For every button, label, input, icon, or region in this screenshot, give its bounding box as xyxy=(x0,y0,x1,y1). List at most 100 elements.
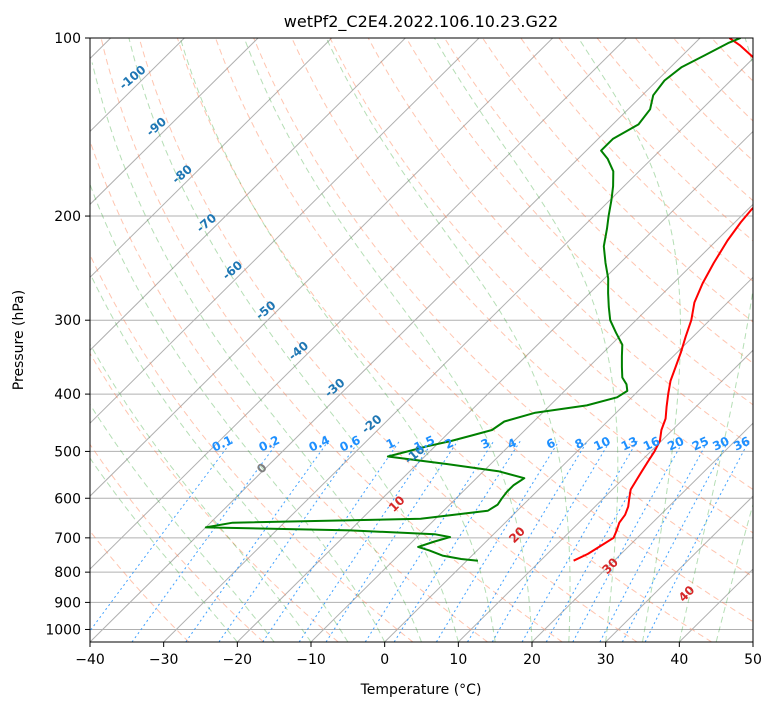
mixing-ratio-label: 30 xyxy=(710,434,731,454)
mixing-ratio-line xyxy=(298,440,434,642)
y-tick-label: 700 xyxy=(54,531,81,547)
x-tick-label: 30 xyxy=(597,652,615,668)
mixing-ratio-line xyxy=(572,440,684,642)
isotherm-line xyxy=(90,38,259,206)
moist-adiabat-line xyxy=(577,38,681,642)
y-tick-label: 800 xyxy=(54,565,81,581)
moist-adiabat-line xyxy=(243,38,533,642)
temperature-line xyxy=(573,38,753,562)
isotherm-line xyxy=(163,57,753,642)
y-tick-label: 300 xyxy=(54,313,81,329)
moist-adiabat-line xyxy=(678,38,753,642)
x-tick-label: 50 xyxy=(744,652,762,668)
dry-adiabat-line xyxy=(482,38,753,323)
x-axis-label: Temperature (°C) xyxy=(360,682,482,698)
mixing-ratio-line xyxy=(364,440,495,642)
dry-adiabat-line xyxy=(673,38,753,122)
isotherm-line xyxy=(678,568,753,642)
plot-area xyxy=(90,38,753,642)
moist-adiabat-line xyxy=(128,38,459,642)
mixing-ratio-line xyxy=(262,440,401,642)
y-tick-label: 400 xyxy=(54,387,81,403)
mixing-ratio-line xyxy=(435,440,560,642)
mixing-ratio-line xyxy=(599,440,709,642)
dry-adiabat-label: -100 xyxy=(117,62,149,92)
guide-line-labels: -100-90-80-70-60-50-40-30-20-100.1 0.2 0.4… xyxy=(117,62,753,604)
y-tick-label: 600 xyxy=(54,491,81,507)
x-tick-label: 10 xyxy=(449,652,467,668)
isotherm-line xyxy=(90,38,333,279)
dry-adiabat-line xyxy=(176,38,712,642)
moist-adiabat-line xyxy=(90,182,386,642)
dry-adiabat-line xyxy=(253,38,753,578)
dry-adiabat-line xyxy=(367,38,753,448)
x-axis: −40 −30 −20 −10 0 10 20 30 40 50 xyxy=(75,642,762,668)
dry-adiabat-line xyxy=(711,38,753,82)
mixing-ratio-line xyxy=(131,440,280,642)
mixing-ratio-label: 13 xyxy=(619,434,640,454)
y-axis-label: Pressure (hPa) xyxy=(11,290,27,390)
isotherm-line xyxy=(752,641,753,642)
mixing-ratio-line xyxy=(521,440,638,642)
dry-adiabat-line xyxy=(90,443,264,642)
isotherm-line xyxy=(236,130,753,642)
moist-adiabat-label: 40 xyxy=(676,583,698,605)
y-axis: 100 200 300 400 500 600 700 800 900 1000 xyxy=(45,31,90,638)
mixing-ratio-label: 8 xyxy=(573,436,586,452)
mixing-ratio-label: 36 xyxy=(731,434,752,454)
chart-title: wetPf2_C2E4.2022.106.10.23.G22 xyxy=(284,12,558,32)
dry-adiabat-line xyxy=(90,253,414,642)
isotherm-line xyxy=(90,38,627,570)
moist-adiabat-line xyxy=(179,38,496,642)
mixing-ratio-line xyxy=(393,440,521,642)
dry-adiabat-line xyxy=(291,38,753,534)
thermo-guide-lines xyxy=(90,38,753,642)
dry-adiabat-line xyxy=(444,38,753,364)
isotherm-line xyxy=(384,276,753,642)
profile-lines xyxy=(204,38,753,562)
moist-adiabat-label: 30 xyxy=(599,555,621,577)
moist-adiabat-label: 10 xyxy=(386,493,408,515)
moist-adiabat-line xyxy=(90,272,349,642)
moist-adiabat-line xyxy=(325,38,571,642)
dry-adiabat-line xyxy=(90,352,339,642)
isotherm-line xyxy=(605,495,753,642)
y-tick-label: 500 xyxy=(54,444,81,460)
moist-adiabat-label: 20 xyxy=(506,524,528,546)
x-tick-label: −20 xyxy=(223,652,253,668)
isotherm-line xyxy=(310,203,753,642)
moist-adiabat-line xyxy=(90,343,312,642)
x-tick-label: −30 xyxy=(149,652,179,668)
mixing-ratio-label: 16 xyxy=(641,434,662,454)
dry-adiabat-line xyxy=(90,139,488,642)
moist-adiabat-line xyxy=(715,502,753,642)
isotherm-line xyxy=(90,38,701,642)
x-tick-label: −40 xyxy=(75,652,105,668)
mixing-ratio-line xyxy=(185,440,329,642)
mixing-ratio-label: 25 xyxy=(690,434,711,454)
mixing-ratio-line xyxy=(218,440,360,642)
dry-adiabat-line xyxy=(634,38,753,162)
dry-adiabat-line xyxy=(520,38,753,282)
dry-adiabat-line xyxy=(215,38,753,623)
plot-frame xyxy=(89,37,754,643)
mixing-ratio-label: 1 xyxy=(384,436,397,452)
dry-adiabat-line xyxy=(329,38,753,491)
y-tick-label: 100 xyxy=(54,31,81,47)
mixing-ratio-line xyxy=(90,440,233,632)
x-tick-label: 20 xyxy=(523,652,541,668)
isotherm-line xyxy=(90,38,480,424)
x-tick-label: −10 xyxy=(296,652,326,668)
y-tick-label: 900 xyxy=(54,595,81,611)
isotherm-line xyxy=(90,38,554,497)
isotherm-line xyxy=(531,422,753,642)
y-tick-label: 1000 xyxy=(45,622,81,638)
moist-adiabat-line xyxy=(433,38,619,642)
mixing-ratio-label: 3 xyxy=(479,436,492,452)
mixing-ratio-line xyxy=(325,440,459,642)
moist-adiabat-line xyxy=(91,62,422,642)
mixing-ratio-label: 2 xyxy=(442,436,455,452)
x-tick-label: 40 xyxy=(670,652,688,668)
moist-adiabat-line xyxy=(90,403,275,642)
